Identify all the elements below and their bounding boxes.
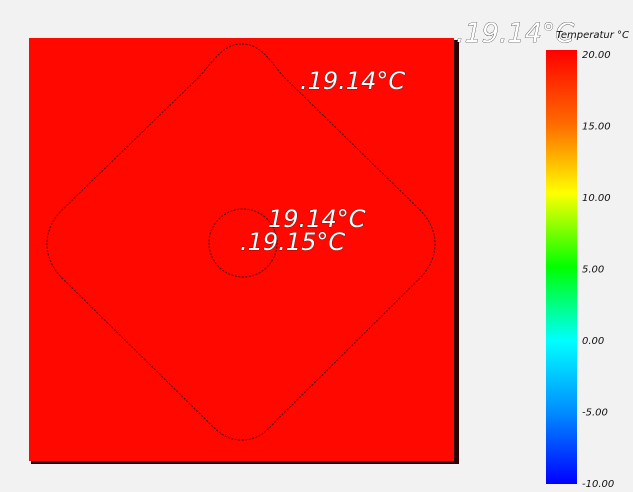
colorbar-tick-label: 0.00 xyxy=(582,336,604,347)
colorbar-tick-label: -10.00 xyxy=(582,479,614,490)
colorbar-tick-label: -5.00 xyxy=(582,408,608,419)
colorbar-tick-label: 10.00 xyxy=(582,193,611,204)
colorbar-tick-label: 20.00 xyxy=(582,50,611,61)
top-probe-label: .19.14°C xyxy=(456,18,574,49)
colorbar-tick-label: 5.00 xyxy=(582,265,604,276)
colorbar-title: Temperatur °C xyxy=(556,30,629,41)
inner-contour xyxy=(208,208,278,278)
probe-label: .19.15°C xyxy=(240,228,345,256)
colorbar-gradient xyxy=(546,50,577,484)
temperature-field xyxy=(29,38,454,461)
outer-contour xyxy=(46,43,436,441)
probe-label: .19.14°C xyxy=(300,67,405,95)
colorbar-tick-label: 15.00 xyxy=(582,122,611,133)
probe-label: 19.14°C xyxy=(268,205,366,233)
colorbar-ticks: 20.00 15.00 10.00 5.00 0.00 -5.00 -10.00 xyxy=(582,50,614,490)
